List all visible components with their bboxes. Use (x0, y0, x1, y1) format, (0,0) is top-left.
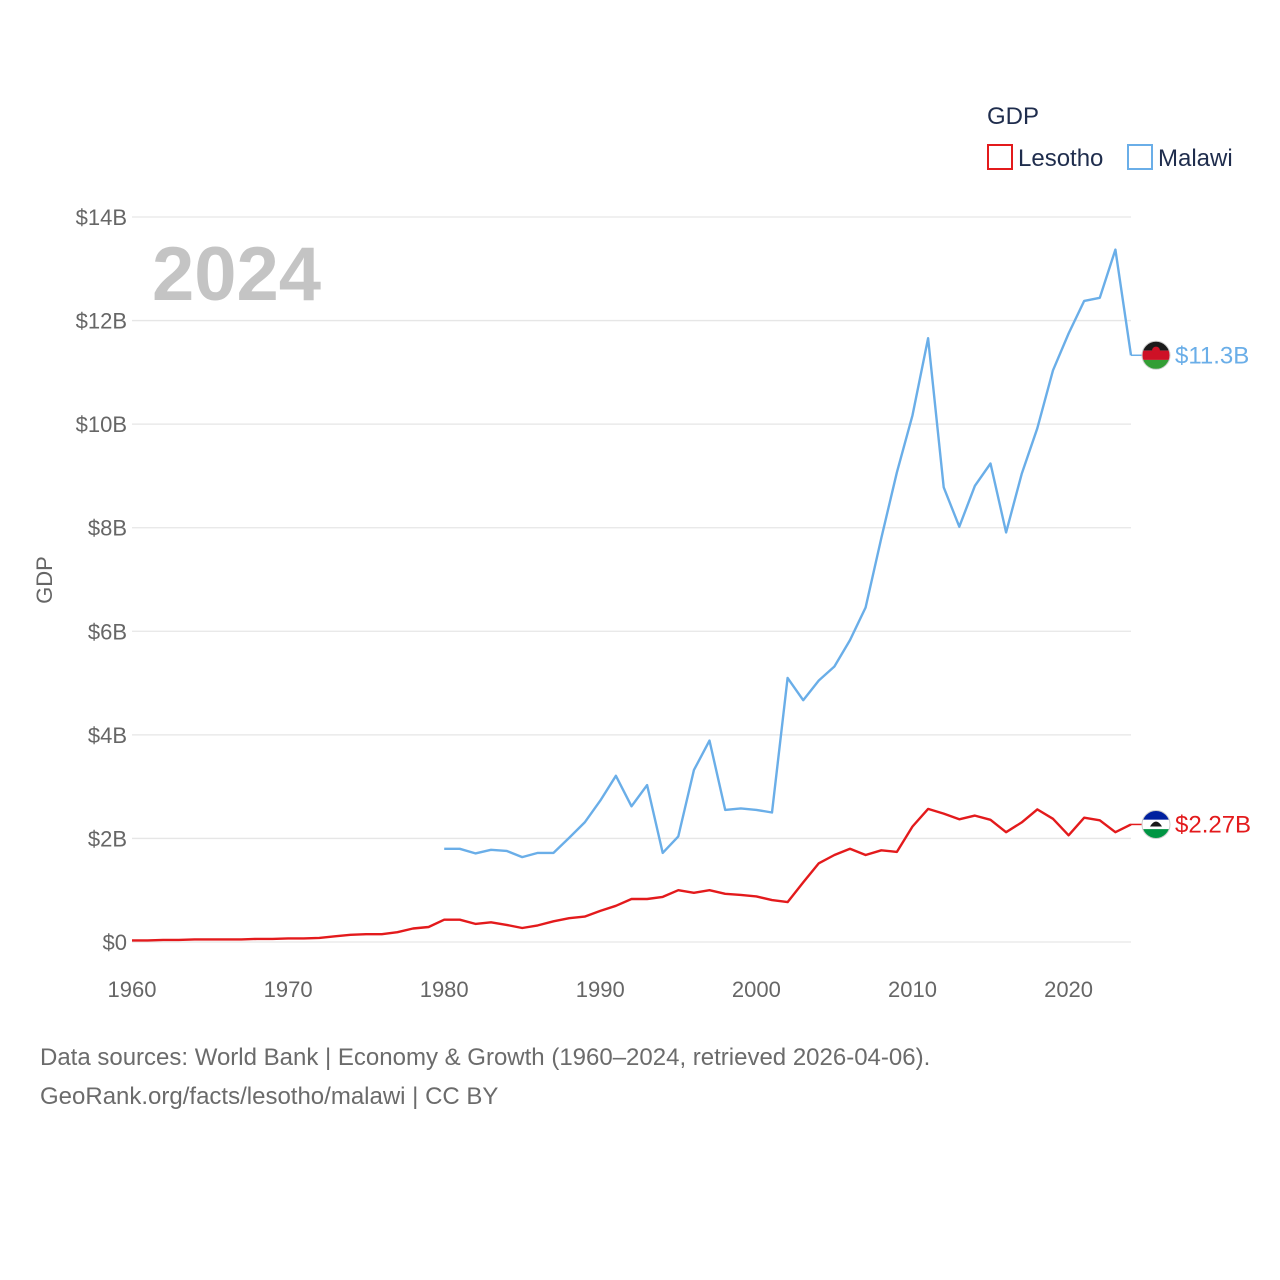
y-tick-label: $8B (88, 516, 127, 541)
y-tick-label: $4B (88, 723, 127, 748)
year-watermark: 2024 (152, 232, 321, 317)
series-end-labels: $2.27B $11.3B (1131, 340, 1251, 839)
legend-title: GDP (987, 103, 1039, 130)
series-lines (132, 248, 1133, 942)
end-value-label-lesotho: $2.27B (1175, 811, 1251, 838)
y-tick-label: $14B (76, 205, 127, 230)
legend-label-lesotho: Lesotho (1018, 145, 1103, 172)
x-tick-label: 2020 (1044, 977, 1093, 1002)
x-tick-label: 1970 (264, 977, 313, 1002)
y-tick-label: $6B (88, 619, 127, 644)
malawi-flag-icon (1141, 340, 1171, 370)
lesotho-flag-icon (1141, 809, 1171, 839)
x-tick-label: 1960 (108, 977, 157, 1002)
y-tick-label: $12B (76, 309, 127, 334)
x-tick-label: 2010 (888, 977, 937, 1002)
x-tick-label: 2000 (732, 977, 781, 1002)
series-line-lesotho[interactable] (132, 807, 1132, 942)
legend-swatch-malawi (1127, 144, 1153, 170)
footer-attribution[interactable]: GeoRank.org/facts/lesotho/malawi | CC BY (40, 1083, 499, 1110)
y-tick-label: $10B (76, 412, 127, 437)
x-axis-ticks: 1960 1970 1980 1990 2000 2010 2020 (108, 977, 1094, 1002)
legend-item-malawi[interactable]: Malawi (1127, 144, 1233, 172)
end-value-label-malawi: $11.3B (1175, 342, 1249, 369)
grid-lines (132, 216, 1131, 943)
legend-label-malawi: Malawi (1158, 145, 1233, 172)
y-axis-title: GDP (32, 556, 57, 604)
legend-item-lesotho[interactable]: Lesotho (987, 144, 1103, 172)
series-line-malawi[interactable] (444, 248, 1133, 859)
x-tick-label: 1980 (420, 977, 469, 1002)
y-tick-label: $2B (88, 826, 127, 851)
legend-swatch-lesotho (987, 144, 1013, 170)
y-axis-ticks: $0 $2B $4B $6B $8B $10B $12B $14B (76, 205, 127, 955)
x-tick-label: 1990 (576, 977, 625, 1002)
footer-sources: Data sources: World Bank | Economy & Gro… (40, 1044, 931, 1071)
y-tick-label: $0 (103, 930, 127, 955)
legend: GDP Lesotho Malawi (987, 103, 1233, 172)
